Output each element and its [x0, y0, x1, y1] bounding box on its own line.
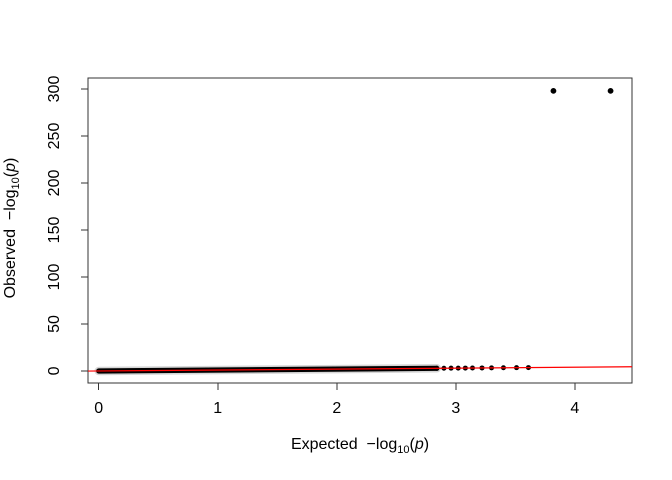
x-axis-title-text: Expected −log	[290, 436, 398, 453]
outlier-point	[550, 87, 557, 94]
y-axis-title-text: Observed −log	[2, 189, 19, 299]
reference-line	[87, 366, 633, 372]
y-axis-tick-label: 200	[46, 170, 63, 197]
x-axis-tick-label: 3	[451, 400, 460, 417]
y-axis-title-subscript: 10	[10, 177, 23, 190]
y-axis-tick-label: 100	[46, 264, 63, 291]
y-axis-title: Observed −log10(p)	[0, 18, 22, 438]
x-axis-title-subscript: 10	[397, 444, 410, 457]
x-axis-title: Expected −log10(p)	[88, 436, 632, 457]
y-axis-title-paren-close: )	[2, 157, 19, 163]
y-axis-title-variable: p	[2, 162, 19, 172]
x-axis-tick-label: 0	[94, 400, 103, 417]
y-axis-tick-label: 150	[46, 217, 63, 244]
y-axis-tick-label: 250	[46, 123, 63, 150]
outlier-point	[607, 87, 614, 94]
x-axis-title-paren-open: (	[409, 436, 415, 453]
x-axis-tick-label: 1	[213, 400, 222, 417]
y-axis-tick-label: 300	[46, 76, 63, 103]
x-axis-title-variable: p	[414, 436, 424, 453]
y-axis-title-paren-open: (	[2, 171, 19, 178]
x-axis-tick-label: 4	[570, 400, 579, 417]
x-axis-title-paren-close: )	[423, 436, 430, 453]
x-axis-tick-label: 2	[332, 400, 341, 417]
y-axis-tick-label: 50	[46, 315, 63, 333]
plot-box	[87, 77, 633, 384]
y-axis-tick-label: 0	[46, 366, 63, 375]
